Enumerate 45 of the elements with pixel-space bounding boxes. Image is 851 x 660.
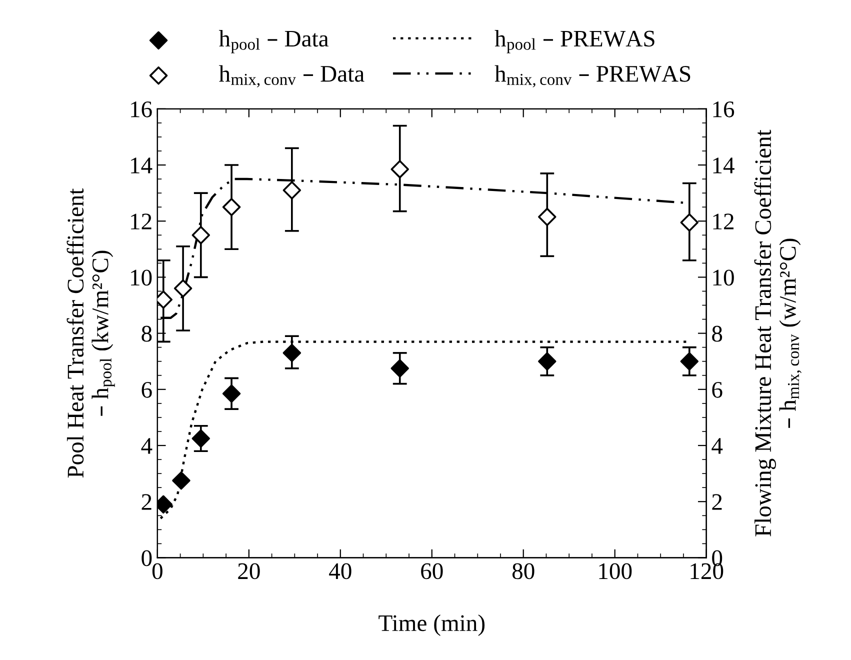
y2-tick-label: 2 [712,494,722,510]
point [282,181,302,200]
y2-tick-label: 10 [713,270,734,286]
x-tick-label: 100 [599,563,632,580]
y2-tick-label: 6 [712,382,722,398]
x-tick-label: 40 [329,563,352,580]
point [192,226,210,244]
y-tick-label: 14 [131,158,152,174]
x-tick-label: 0 [152,563,162,580]
point [390,359,409,378]
point [390,160,409,178]
legend-label: h$_{mix,conv}$ – Data [218,65,364,88]
legend-label: h$_{mix,conv}$ – PREWAS [494,65,690,88]
x-tick-label: 20 [238,563,260,580]
point [680,352,699,370]
x-tick-label: 60 [421,563,443,580]
y2-tick-label: 4 [712,438,723,454]
point [222,384,241,403]
y-tick-label: 10 [131,270,152,286]
y-tick-label: 2 [142,494,152,510]
x-tick-label: 80 [512,563,534,580]
point [680,213,699,232]
point [538,352,556,370]
point [538,208,556,226]
point [222,198,241,216]
legend-label: h$_{pool}$ – PREWAS [494,30,654,54]
y-tick-label: 4 [141,438,152,454]
y2-axis-title: Flowing Mixture Heat Transfer Coefficient – h$_{mix,conv}$ (w/m²°C) [754,130,802,536]
point [192,429,210,448]
y2-tick-label: 14 [713,158,734,174]
y-tick-label: 16 [131,101,152,118]
legend-label: h$_{pool}$ – Data [218,30,329,54]
y-tick-label: 0 [142,550,152,566]
point [174,279,192,298]
y2-tick-label: 16 [713,101,734,118]
y2-tick-label: 8 [712,326,722,342]
line-series [160,340,688,520]
point [172,471,190,490]
y-tick-label: 12 [131,214,152,230]
point [282,344,302,362]
y2-tick-label: 12 [713,214,734,230]
x-axis-title: Time (min) [378,614,485,636]
y-tick-label: 6 [142,382,152,398]
y-tick-label: 8 [142,326,152,342]
y-axis-title: Pool Heat Transfer Coefficient – h$_{pool}$ (kw/m²°C) [66,188,115,478]
